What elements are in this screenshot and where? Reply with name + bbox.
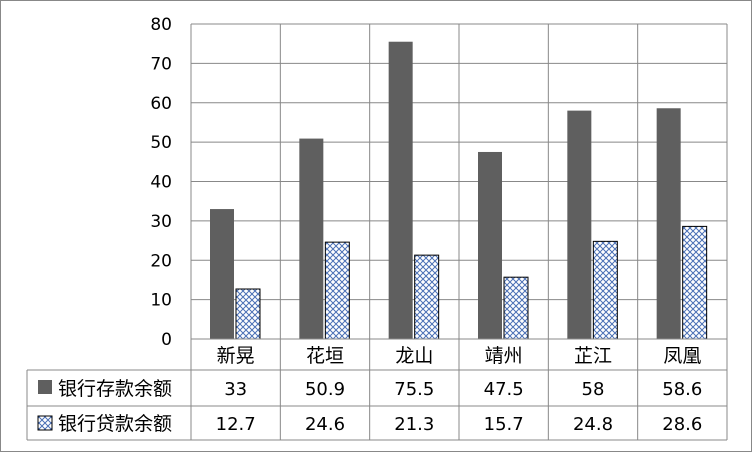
table-cell-value: 12.7: [216, 414, 256, 435]
y-tick-label: 40: [150, 173, 172, 193]
bar-loan: [592, 240, 618, 340]
table-cell-value: 15.7: [484, 414, 524, 435]
legend-swatch-loan: [37, 415, 53, 431]
bar-loan: [503, 276, 529, 340]
gridlines: [190, 23, 728, 440]
y-tick-label: 10: [150, 291, 172, 311]
category-label: 靖州: [485, 345, 523, 367]
category-label: 凤凰: [663, 345, 701, 367]
table-cell-value: 58: [582, 379, 605, 400]
y-tick-label: 0: [161, 330, 172, 350]
table-cell-value: 50.9: [305, 379, 345, 400]
y-axis: 0 10 20 30 40 50 60 70 80: [150, 15, 172, 350]
table-cell-value: 21.3: [394, 414, 434, 435]
table-cell-value: 58.6: [662, 379, 702, 400]
y-tick-label: 20: [150, 251, 172, 271]
table-cell-value: 24.6: [305, 414, 345, 435]
bar-loan: [235, 288, 261, 340]
table-cell-value: 47.5: [484, 379, 524, 400]
table-cell-value: 24.8: [573, 414, 613, 435]
bar-loan: [324, 241, 350, 340]
bar-loan: [682, 225, 708, 340]
y-tick-label: 30: [150, 212, 172, 232]
bar-deposit: [478, 151, 502, 339]
table-cell-value: 28.6: [662, 414, 702, 435]
bar-deposit: [210, 209, 234, 339]
category-label: 龙山: [395, 345, 433, 367]
bar-deposit: [299, 138, 324, 339]
table-cell-value: 75.5: [394, 379, 434, 400]
legend-label: 银行贷款余额: [58, 413, 172, 435]
category-label: 花垣: [306, 345, 344, 367]
bar-deposit: [656, 108, 681, 339]
category-label: 芷江: [574, 345, 612, 367]
legend-swatch-deposit: [38, 380, 52, 394]
bar-deposit: [567, 110, 592, 339]
y-tick-label: 50: [150, 133, 172, 153]
bar-loan: [414, 254, 440, 340]
y-tick-label: 80: [150, 15, 172, 35]
y-tick-label: 60: [150, 94, 172, 114]
bar-deposit: [388, 41, 413, 339]
category-label: 新晃: [217, 345, 255, 367]
table-cell-value: 33: [224, 379, 247, 400]
legend-label: 银行存款余额: [58, 378, 172, 400]
bars: [210, 41, 708, 340]
y-tick-label: 70: [150, 54, 172, 74]
